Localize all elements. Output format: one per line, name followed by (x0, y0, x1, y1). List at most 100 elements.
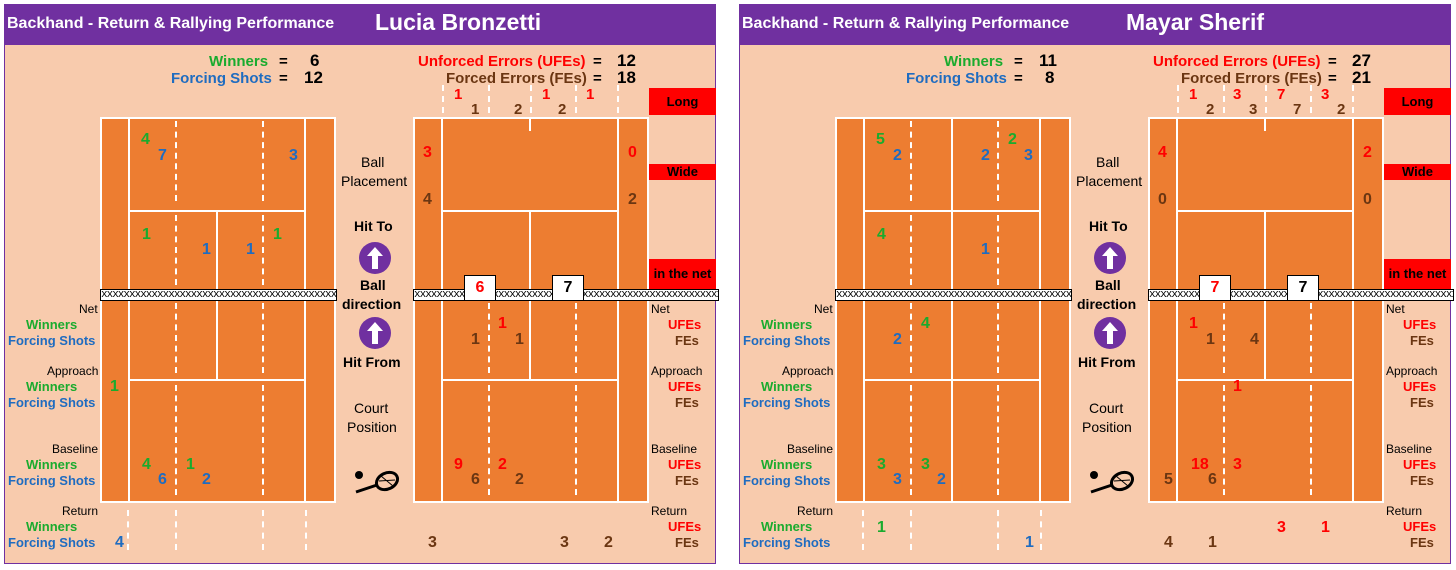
forcing-label: Forcing Shots (171, 70, 272, 87)
cell-value: 2 (604, 534, 613, 551)
cell-value: 1 (542, 86, 551, 103)
cell-value: 3 (1024, 147, 1033, 164)
legend-ball: Ball (361, 154, 385, 170)
net-left: xxxxxxxxxxxxxxxxxxxxxxxxxxxxxxxxxxxxxxxx… (835, 289, 1072, 301)
panel-subtitle: Backhand - Return & Rallying Performance (742, 15, 1070, 32)
net-label: Net (651, 302, 670, 316)
ufes-label: UFEs (668, 519, 702, 534)
winners-label: Winners (26, 519, 78, 534)
winners-label: Winners (209, 53, 269, 70)
wide-tag: Wide (649, 164, 716, 180)
cell-value: 1 (110, 378, 119, 395)
legend-direction: direction (342, 296, 402, 312)
ufe-total: 27 (1352, 51, 1371, 70)
cell-value: 5 (1164, 471, 1173, 488)
ufes-label: UFEs (668, 457, 702, 472)
cell-value: 1 (498, 315, 507, 332)
winners-label: Winners (26, 379, 78, 394)
cell-value: 1 (142, 226, 151, 243)
cell-value: 2 (937, 471, 946, 488)
up-arrow-icon (1094, 242, 1126, 274)
cell-value: 1 (981, 241, 990, 258)
cell-value: 7 (1277, 86, 1286, 103)
forcing-total: 12 (304, 68, 323, 87)
cell-value: 2 (514, 101, 523, 118)
panel-lucia-bronzetti: Backhand - Return & Rallying Performance… (4, 4, 719, 564)
cell-value: 1 (202, 241, 211, 258)
cell-value: 3 (1321, 86, 1330, 103)
legend-position: Position (1082, 419, 1132, 435)
up-arrow-icon (1094, 317, 1126, 349)
long-tag: Long (649, 88, 716, 115)
fe-label: Forced Errors (FEs) (1181, 70, 1322, 87)
cell-value: 2 (1206, 101, 1215, 118)
cell-value: 5 (876, 131, 885, 148)
cell-value: 4 (423, 191, 432, 208)
cell-value: 4 (115, 534, 124, 551)
forcing-label: Forcing Shots (743, 535, 831, 550)
left-court (835, 117, 1071, 503)
cell-value: 2 (1337, 101, 1346, 118)
forcing-label: Forcing Shots (8, 535, 96, 550)
legend-hit-to: Hit To (1089, 218, 1128, 234)
cell-value: 1 (515, 331, 524, 348)
forcing-label: Forcing Shots (8, 395, 96, 410)
cell-value: 1 (1189, 86, 1198, 103)
fe-label: Forced Errors (FEs) (446, 70, 587, 87)
approach-label: Approach (651, 364, 703, 378)
cell-value: 2 (893, 147, 902, 164)
fes-label: FEs (675, 535, 699, 550)
cell-value: 4 (142, 456, 151, 473)
cell-value: 0 (1158, 191, 1167, 208)
cell-value: 6 (1208, 471, 1217, 488)
return-label: Return (651, 504, 688, 518)
ufes-label: UFEs (668, 317, 702, 332)
cell-value: 4 (1158, 144, 1167, 161)
cell-value: 9 (454, 456, 463, 473)
forcing-label: Forcing Shots (743, 395, 831, 410)
cell-value: 4 (1250, 331, 1259, 348)
winners-label: Winners (944, 53, 1004, 70)
fes-label: FEs (1410, 535, 1434, 550)
right-court (413, 117, 649, 503)
cell-value: 3 (560, 534, 569, 551)
equals-sign: = (593, 70, 602, 87)
cell-value: 3 (289, 147, 298, 164)
ufe-total: 12 (617, 51, 636, 70)
forcing-label: Forcing Shots (8, 333, 96, 348)
cell-value: 1 (186, 456, 195, 473)
long-tag: Long (1384, 88, 1451, 115)
forcing-label: Forcing Shots (906, 70, 1007, 87)
equals-sign: = (279, 70, 288, 87)
ufe-label: Unforced Errors (UFEs) (418, 53, 586, 70)
cell-value: 2 (202, 471, 211, 488)
equals-sign: = (1014, 53, 1023, 70)
winners-total: 6 (310, 51, 320, 70)
ufes-label: UFEs (1403, 457, 1437, 472)
winners-label: Winners (761, 317, 813, 332)
cell-value: 3 (877, 456, 886, 473)
cell-value: 2 (558, 101, 567, 118)
return-label: Return (62, 504, 99, 518)
legend-hit-to: Hit To (354, 218, 393, 234)
legend-position: Position (347, 419, 397, 435)
forcing-total: 8 (1045, 68, 1055, 87)
legend-hit-from: Hit From (1078, 354, 1136, 370)
cell-value: 1 (454, 86, 463, 103)
equals-sign: = (1014, 70, 1023, 87)
cell-value: 1 (471, 331, 480, 348)
ufes-label: UFEs (668, 379, 702, 394)
cell-value: 4 (141, 131, 150, 148)
panel-header: Backhand - Return & Rallying Performance… (5, 5, 715, 45)
forcing-label: Forcing Shots (743, 473, 831, 488)
winners-total: 11 (1039, 51, 1057, 70)
cell-value: 6 (158, 471, 167, 488)
cell-value: 1 (1206, 331, 1215, 348)
winners-label: Winners (761, 457, 813, 472)
baseline-label: Baseline (52, 442, 99, 456)
equals-sign: = (279, 53, 288, 70)
fes-label: FEs (675, 473, 699, 488)
panel-header: Backhand - Return & Rallying Performance… (740, 5, 1450, 45)
cell-value: 2 (1008, 131, 1017, 148)
approach-label: Approach (47, 364, 99, 378)
